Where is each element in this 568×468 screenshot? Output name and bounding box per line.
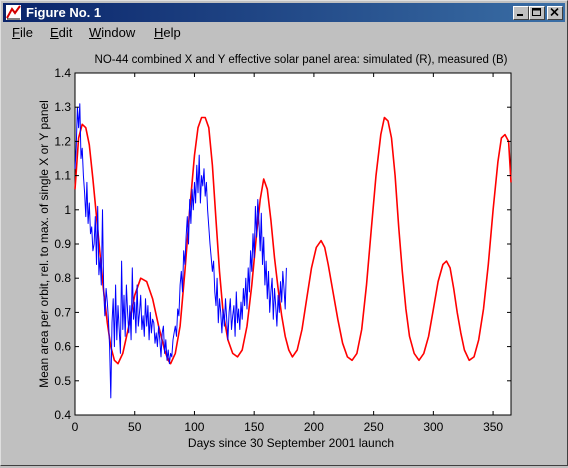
x-tick-label: 200 bbox=[304, 420, 324, 434]
plot-area bbox=[74, 72, 512, 416]
menu-window[interactable]: Window bbox=[89, 25, 136, 40]
x-tick-label: 300 bbox=[423, 420, 443, 434]
minimize-icon bbox=[517, 14, 523, 16]
menu-bar: File Edit Window Help bbox=[3, 23, 565, 42]
x-tick-label: 250 bbox=[364, 420, 384, 434]
y-tick-label: 0.8 bbox=[54, 271, 71, 285]
axes-layer: 0 50 100 150 200 250 300 350 0.4 0.5 0.6 0.7 0.8 0.9 1… bbox=[54, 66, 511, 434]
y-axis-label: Mean area per orbit, rel. to max. of sin… bbox=[37, 100, 51, 388]
y-tick-label: 1.2 bbox=[54, 134, 71, 148]
y-tick-label: 0.6 bbox=[54, 340, 71, 354]
series-simulated-red-line bbox=[74, 116, 512, 365]
x-tick-label: 0 bbox=[72, 420, 79, 434]
figure-canvas: NO-44 combined X and Y effective solar p… bbox=[3, 43, 565, 463]
menu-edit[interactable]: Edit bbox=[50, 25, 73, 40]
menu-help-rest: elp bbox=[163, 25, 181, 40]
menu-file[interactable]: File bbox=[12, 25, 33, 40]
series-layer bbox=[74, 103, 512, 399]
close-icon bbox=[550, 8, 559, 16]
menu-edit-rest: dit bbox=[58, 25, 73, 40]
menu-help[interactable]: Help bbox=[154, 25, 181, 40]
x-tick-label: 50 bbox=[128, 420, 142, 434]
x-tick-label: 350 bbox=[483, 420, 503, 434]
minimize-button[interactable] bbox=[513, 6, 529, 20]
chart-svg: NO-44 combined X and Y effective solar p… bbox=[37, 54, 512, 450]
menu-file-rest: ile bbox=[19, 25, 33, 40]
y-tick-label: 0.4 bbox=[54, 408, 71, 422]
close-button[interactable] bbox=[547, 6, 563, 20]
y-tick-label: 0.5 bbox=[54, 374, 71, 388]
y-tick-label: 1.4 bbox=[54, 66, 71, 80]
maximize-icon bbox=[532, 8, 541, 16]
y-tick-label: 1 bbox=[64, 203, 71, 217]
x-axis-label: Days since 30 September 2001 launch bbox=[188, 436, 394, 450]
y-tick-label: 0.9 bbox=[54, 237, 71, 251]
maximize-button[interactable] bbox=[529, 6, 545, 20]
y-tick-label: 1.3 bbox=[54, 100, 71, 114]
menu-window-rest: indow bbox=[101, 25, 136, 40]
x-tick-label: 150 bbox=[244, 420, 264, 434]
y-tick-label: 0.7 bbox=[54, 305, 71, 319]
y-tick-label: 1.1 bbox=[54, 169, 71, 183]
series-measured-blue-line bbox=[74, 103, 287, 399]
chart-title: NO-44 combined X and Y effective solar p… bbox=[95, 54, 508, 66]
x-tick-label: 100 bbox=[184, 420, 204, 434]
title-bar[interactable]: Figure No. 1 bbox=[3, 3, 565, 22]
matlab-figure-icon bbox=[6, 5, 21, 20]
window-title: Figure No. 1 bbox=[26, 5, 102, 20]
